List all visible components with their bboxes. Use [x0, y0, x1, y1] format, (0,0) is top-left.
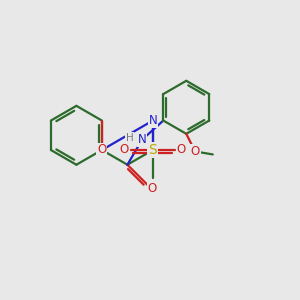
- Text: O: O: [177, 143, 186, 157]
- Text: O: O: [97, 143, 106, 157]
- Text: H: H: [126, 133, 134, 143]
- Text: O: O: [120, 143, 129, 157]
- Text: S: S: [148, 143, 157, 157]
- Text: N: N: [138, 133, 146, 146]
- Text: N: N: [148, 114, 157, 127]
- Text: O: O: [190, 145, 200, 158]
- Text: O: O: [148, 182, 157, 195]
